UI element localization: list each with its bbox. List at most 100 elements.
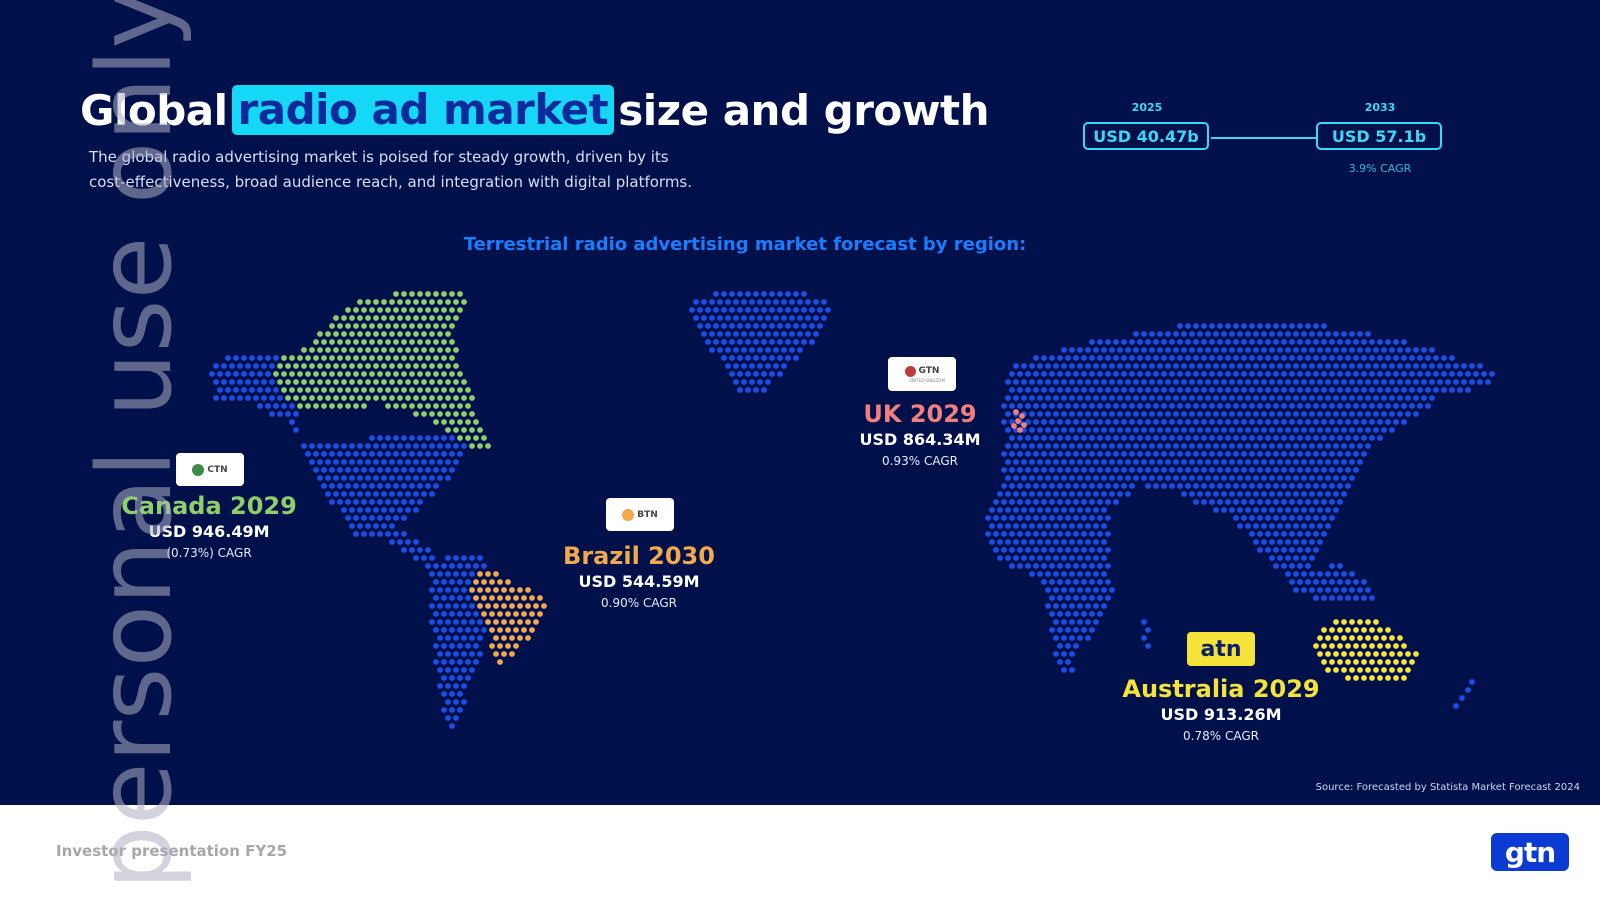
map-dot xyxy=(457,595,463,601)
map-dot xyxy=(1305,467,1311,473)
map-dot xyxy=(385,451,391,457)
map-dot xyxy=(1057,595,1063,601)
map-dot xyxy=(1201,483,1207,489)
map-dot xyxy=(449,659,455,665)
map-dot xyxy=(1045,459,1051,465)
map-dot xyxy=(1225,483,1231,489)
map-dot xyxy=(741,331,747,337)
map-dot xyxy=(469,619,475,625)
map-dot xyxy=(1201,435,1207,441)
map-dot xyxy=(1389,363,1395,369)
map-dot xyxy=(1253,379,1259,385)
map-dot xyxy=(441,451,447,457)
map-dot xyxy=(1185,403,1191,409)
map-dot xyxy=(1245,363,1251,369)
map-dot xyxy=(497,579,503,585)
region-uk-name: UK 2029 xyxy=(863,400,977,428)
map-dot xyxy=(1065,579,1071,585)
map-dot xyxy=(1265,467,1271,473)
map-dot xyxy=(1257,339,1263,345)
map-dot xyxy=(997,507,1003,513)
map-dot xyxy=(1093,619,1099,625)
map-dot xyxy=(1057,403,1063,409)
map-dot xyxy=(1253,363,1259,369)
map-dot xyxy=(1269,395,1275,401)
map-dot xyxy=(1093,363,1099,369)
map-dot xyxy=(1305,563,1311,569)
map-dot xyxy=(401,387,407,393)
map-dot xyxy=(781,331,787,337)
map-dot xyxy=(1401,675,1407,681)
map-dot xyxy=(297,371,303,377)
map-dot xyxy=(441,355,447,361)
map-dot xyxy=(433,355,439,361)
map-dot xyxy=(1141,443,1147,449)
map-dot xyxy=(317,443,323,449)
map-dot xyxy=(1097,403,1103,409)
map-dot xyxy=(1257,435,1263,441)
map-dot xyxy=(1321,355,1327,361)
map-dot xyxy=(1205,363,1211,369)
map-dot xyxy=(1077,411,1083,417)
map-dot xyxy=(1149,331,1155,337)
map-dot xyxy=(757,363,763,369)
map-dot xyxy=(1265,451,1271,457)
map-dot xyxy=(1325,331,1331,337)
map-dot xyxy=(393,323,399,329)
map-dot xyxy=(1165,427,1171,433)
map-dot xyxy=(497,627,503,633)
map-dot xyxy=(1373,347,1379,353)
map-dot xyxy=(1001,419,1007,425)
map-dot xyxy=(729,355,735,361)
map-dot xyxy=(1169,435,1175,441)
map-dot xyxy=(1081,451,1087,457)
map-dot xyxy=(1305,579,1311,585)
map-dot xyxy=(453,635,459,641)
map-dot xyxy=(253,395,259,401)
map-dot xyxy=(1381,427,1387,433)
map-dot xyxy=(1329,659,1335,665)
map-dot xyxy=(1001,515,1007,521)
map-dot xyxy=(1473,371,1479,377)
map-dot xyxy=(1341,379,1347,385)
map-dot xyxy=(445,443,451,449)
map-dot xyxy=(1085,475,1091,481)
map-dot xyxy=(769,339,775,345)
map-dot xyxy=(369,483,375,489)
map-dot xyxy=(421,459,427,465)
map-dot xyxy=(1077,347,1083,353)
map-dot xyxy=(1237,331,1243,337)
map-dot xyxy=(1085,491,1091,497)
map-dot xyxy=(1057,435,1063,441)
map-dot xyxy=(1337,339,1343,345)
map-dot xyxy=(1405,651,1411,657)
map-dot xyxy=(1013,555,1019,561)
map-dot xyxy=(1145,627,1151,633)
map-dot xyxy=(461,667,467,673)
map-dot xyxy=(457,659,463,665)
map-dot xyxy=(1249,371,1255,377)
map-dot xyxy=(1097,339,1103,345)
map-dot xyxy=(1337,659,1343,665)
map-dot xyxy=(385,435,391,441)
map-dot xyxy=(401,483,407,489)
map-dot xyxy=(405,507,411,513)
map-dot xyxy=(1141,363,1147,369)
map-dot xyxy=(1225,419,1231,425)
map-dot xyxy=(1061,635,1067,641)
map-dot xyxy=(1049,483,1055,489)
map-dot xyxy=(1237,523,1243,529)
map-dot xyxy=(1077,395,1083,401)
map-dot xyxy=(985,531,991,537)
map-dot xyxy=(1265,355,1271,361)
map-dot xyxy=(305,451,311,457)
map-dot xyxy=(1053,427,1059,433)
map-dot xyxy=(1345,483,1351,489)
map-dot xyxy=(381,299,387,305)
map-dot xyxy=(1085,539,1091,545)
map-dot xyxy=(385,355,391,361)
map-dot xyxy=(1053,507,1059,513)
map-dot xyxy=(1017,563,1023,569)
map-dot xyxy=(1105,403,1111,409)
map-dot xyxy=(1225,323,1231,329)
